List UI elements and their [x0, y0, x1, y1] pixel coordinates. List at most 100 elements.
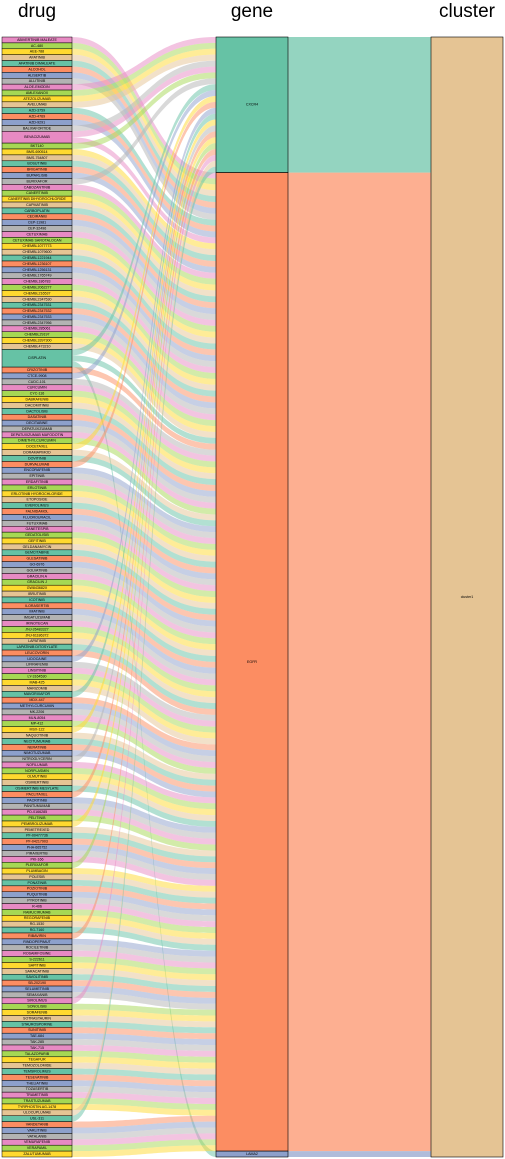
drug-label: ZALUTUMUMAB	[23, 1152, 51, 1156]
drug-gene-flow	[72, 697, 216, 751]
drug-label: NOFILUMAB	[27, 763, 49, 767]
drug-label: NERATINIB	[28, 745, 48, 749]
cluster-node	[430, 36, 504, 1158]
drug-gene-flow	[72, 107, 216, 662]
drug-gene-flow	[72, 1027, 216, 1040]
drug-gene-flow	[72, 137, 216, 827]
drug-label: PLERIXAFOR	[26, 863, 49, 867]
drug-gene-flow	[72, 567, 216, 633]
drug-gene-flow	[72, 54, 216, 197]
drug-label: MSX-122	[30, 728, 45, 732]
drug-label: CHEMBL29197	[25, 333, 50, 337]
drug-label: CARBOPLATIN	[24, 209, 49, 213]
drug-gene-flow	[72, 732, 216, 780]
drug-label: CEDIRANIB	[27, 215, 47, 219]
drug-gene-flow	[72, 149, 216, 250]
drug-gene-flow	[72, 42, 216, 96]
drug-gene-flow	[72, 113, 216, 698]
drug-label: DURVALUMAB	[25, 462, 50, 466]
drug-gene-flow	[72, 826, 216, 857]
drug-gene-flow	[72, 962, 216, 981]
drug-label: MLN-8054	[29, 716, 46, 720]
drug-label: TYRPHOSTIN AG-1478	[18, 1105, 56, 1109]
drug-label: IMATINIB	[29, 610, 45, 614]
drug-label: LEUCOVORIN	[25, 651, 49, 655]
drug-gene-flow	[72, 779, 216, 821]
drug-label: GO-6976	[30, 563, 45, 567]
drug-gene-flow	[72, 490, 216, 556]
drug-label: OLMUTINIB	[27, 775, 47, 779]
drug-gene-flow	[72, 974, 216, 992]
drug-gene-flow	[72, 1039, 216, 1051]
drug-gene-flow	[72, 249, 216, 344]
drug-gene-flow	[72, 885, 216, 910]
drug-gene-flow	[72, 879, 216, 904]
drug-gene-flow	[72, 296, 216, 391]
drug-gene-flow	[72, 1103, 216, 1116]
drug-label: CHEMBL2347533	[23, 315, 52, 319]
drug-label: AC-480	[31, 44, 43, 48]
drug-gene-flow	[72, 143, 216, 869]
drug-label: VERAPAMIL	[27, 1146, 47, 1150]
drug-gene-flow	[72, 502, 216, 568]
drug-label: MK-2206	[30, 710, 45, 714]
drug-gene-flow	[72, 526, 216, 592]
drug-gene-flow	[72, 538, 216, 603]
drug-label: TAE-684	[30, 1034, 44, 1038]
drug-gene-flow	[72, 1068, 216, 1081]
drug-label: ICOTINIB	[29, 598, 45, 602]
drug-gene-flow	[72, 927, 216, 951]
drug-label: GEFITINIB	[28, 539, 46, 543]
drug-gene-flow	[72, 750, 216, 798]
drug-label: ABIVERTINIB MALEATE	[17, 38, 57, 42]
drug-label: CHEMBL3397300	[23, 339, 52, 343]
drug-gene-flow	[72, 213, 216, 309]
drug-label: BALIXAFORTIDE	[23, 126, 52, 130]
drug-label: MAB-425	[30, 680, 45, 684]
drug-gene-flow	[72, 744, 216, 792]
drug-gene-flow	[72, 396, 216, 474]
drug-gene-flow	[72, 850, 216, 880]
drug-label: NAQUOTINIB	[26, 733, 49, 737]
drug-label: PEMETREXED	[25, 828, 50, 832]
drug-label: REGORAFENIB	[24, 916, 51, 920]
drug-label: CHEMBL1765749	[23, 274, 52, 278]
drug-label: IMGATUZUMAB	[24, 616, 51, 620]
drug-gene-flow	[72, 549, 216, 615]
drug-gene-flow	[72, 1033, 216, 1045]
drug-label: GW843682X	[27, 586, 48, 590]
drug-gene-flow	[72, 308, 216, 403]
drug-label: VANDETANIB	[26, 1123, 49, 1127]
gene-cluster-flow	[288, 172, 431, 1152]
drug-label: PUQUITINIB	[27, 893, 48, 897]
drug-gene-flow	[72, 1127, 216, 1140]
drug-label: ENCORAFENIB	[24, 468, 51, 472]
drug-label: CUDC-101	[28, 380, 46, 384]
drug-label: SORAFENIB	[27, 1011, 48, 1015]
drug-label: BUPARLISIB	[27, 173, 49, 177]
drug-gene-flow	[72, 72, 216, 214]
drug-gene-flow	[72, 48, 216, 102]
drug-label: GLESATINIB	[27, 557, 49, 561]
drug-label: PKI-166	[31, 857, 44, 861]
drug-label: CHEMBL473210	[24, 344, 51, 348]
drug-label: LIDOCAINE	[27, 657, 47, 661]
drug-gene-flow	[72, 514, 216, 580]
drug-label: CETUXIMAB	[27, 232, 49, 236]
drug-label: AZD-4769	[29, 115, 45, 119]
drug-gene-flow	[72, 591, 216, 656]
drug-node	[1, 1150, 73, 1158]
drug-gene-flow	[72, 532, 216, 597]
drug-label: ERLOTINIB HYDROCHLORIDE	[11, 492, 63, 496]
drug-gene-flow	[72, 266, 216, 362]
drug-gene-flow	[72, 762, 216, 804]
drug-gene-flow	[72, 37, 216, 179]
drug-gene-flow	[72, 319, 216, 415]
drug-gene-flow	[72, 738, 216, 786]
drug-label: SB-202190	[28, 981, 46, 985]
drug-label: TEGAFUR	[28, 1058, 46, 1062]
drug-gene-flow	[72, 485, 216, 550]
drug-label: RIBAVIRIN	[28, 934, 46, 938]
drug-gene-flow	[72, 1139, 216, 1152]
drug-label: PIRAXERTIB	[26, 851, 48, 855]
